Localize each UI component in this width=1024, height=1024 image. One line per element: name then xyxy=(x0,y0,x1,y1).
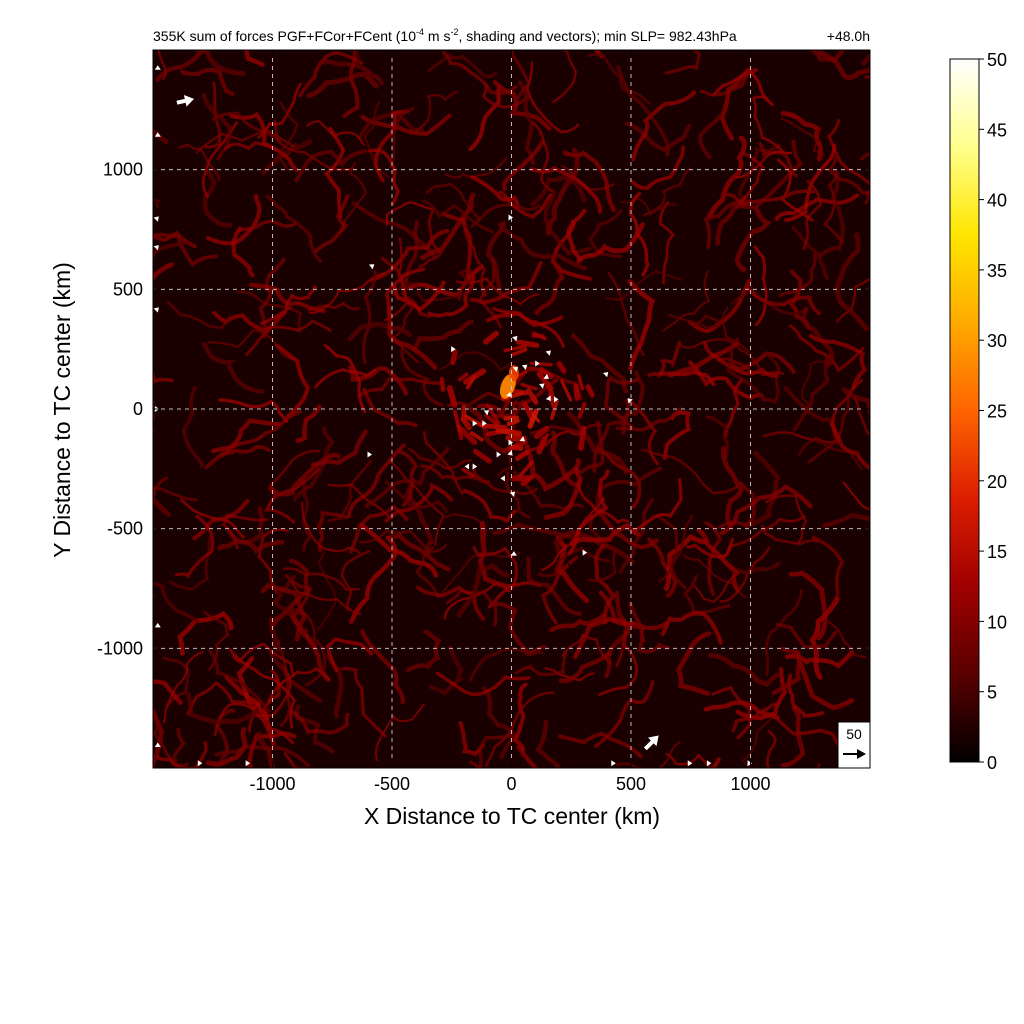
force-vector xyxy=(687,760,693,767)
force-vector xyxy=(506,391,512,397)
force-vector xyxy=(153,307,159,313)
colorbar-tick-label: 0 xyxy=(987,753,997,773)
colorbar-tick-label: 35 xyxy=(987,261,1007,281)
y-tick-label: 0 xyxy=(133,399,143,419)
colorbar-tick-label: 30 xyxy=(987,331,1007,351)
force-vector xyxy=(543,373,549,380)
force-vector xyxy=(508,214,514,221)
force-vector xyxy=(553,396,559,403)
force-vector xyxy=(611,760,616,767)
force-vector xyxy=(483,410,490,416)
force-vector xyxy=(464,463,470,470)
force-vector xyxy=(154,622,161,628)
colorbar-tick-label: 45 xyxy=(987,120,1007,140)
heatmap-field xyxy=(153,50,870,768)
force-vector xyxy=(545,395,551,401)
colorbar-gradient xyxy=(949,58,980,763)
force-vector xyxy=(472,420,478,427)
force-vector xyxy=(176,94,194,107)
force-vector xyxy=(509,491,516,497)
reference-vector-arrow xyxy=(843,749,866,759)
force-vector xyxy=(521,364,528,370)
force-vector xyxy=(510,551,517,556)
force-vector xyxy=(535,360,540,367)
reference-vector-box: 50 xyxy=(837,721,871,769)
y-tick-label: 500 xyxy=(113,279,143,299)
force-vector xyxy=(482,420,487,427)
force-vector xyxy=(153,245,159,251)
colorbar-ticks: 0 5 10 15 20 25 30 35 40 45 50 xyxy=(979,50,1007,773)
y-tick-label: -500 xyxy=(107,519,143,539)
force-vectors xyxy=(153,65,753,767)
colorbar-tick-label: 20 xyxy=(987,472,1007,492)
x-tick-label: -1000 xyxy=(249,774,295,794)
reference-vector-label: 50 xyxy=(846,726,862,742)
force-vector xyxy=(545,350,551,356)
y-tick-label: -1000 xyxy=(97,638,143,658)
colorbar-tick-label: 50 xyxy=(987,50,1007,70)
time-label: +48.0h xyxy=(827,28,870,44)
force-vector xyxy=(197,760,203,767)
y-axis-label: Y Distance to TC center (km) xyxy=(49,262,75,558)
force-vector xyxy=(508,439,514,446)
force-vector xyxy=(154,65,161,70)
force-vector xyxy=(154,742,161,748)
force-vector xyxy=(367,451,373,458)
force-vector xyxy=(496,451,502,458)
force-vector xyxy=(512,336,518,342)
colorbar: 0 5 10 15 20 25 30 35 40 45 50 xyxy=(949,50,1007,773)
plot-area: 50 xyxy=(152,49,871,769)
colorbar-tick-label: 25 xyxy=(987,402,1007,422)
x-tick-label: -500 xyxy=(374,774,410,794)
force-vector xyxy=(154,132,161,137)
force-vector xyxy=(451,346,456,353)
force-vector xyxy=(153,216,159,222)
force-vector xyxy=(539,383,545,389)
x-axis-ticks: -1000 -500 0 500 1000 xyxy=(249,50,771,794)
y-axis-ticks: -1000 -500 0 500 1000 xyxy=(97,160,870,658)
force-vector xyxy=(602,371,609,378)
force-vector xyxy=(643,735,659,751)
x-tick-label: 1000 xyxy=(730,774,770,794)
force-vector xyxy=(706,760,712,767)
force-vector xyxy=(582,549,588,556)
force-vector xyxy=(500,475,505,482)
colorbar-tick-label: 40 xyxy=(987,191,1007,211)
x-tick-label: 0 xyxy=(506,774,516,794)
force-vector xyxy=(507,450,513,456)
x-tick-label: 500 xyxy=(616,774,646,794)
force-vector xyxy=(472,463,478,470)
force-vector xyxy=(245,760,251,767)
y-tick-label: 1000 xyxy=(103,160,143,180)
force-vector xyxy=(512,366,519,372)
colorbar-tick-label: 10 xyxy=(987,612,1007,632)
force-vector xyxy=(627,398,633,404)
colorbar-tick-label: 5 xyxy=(987,683,997,703)
chart-title: 355K sum of forces PGF+FCor+FCent (10-4 … xyxy=(153,27,737,44)
x-axis-label: X Distance to TC center (km) xyxy=(364,803,660,829)
colorbar-tick-label: 15 xyxy=(987,542,1007,562)
force-vector xyxy=(369,264,375,270)
force-vector xyxy=(519,436,525,442)
